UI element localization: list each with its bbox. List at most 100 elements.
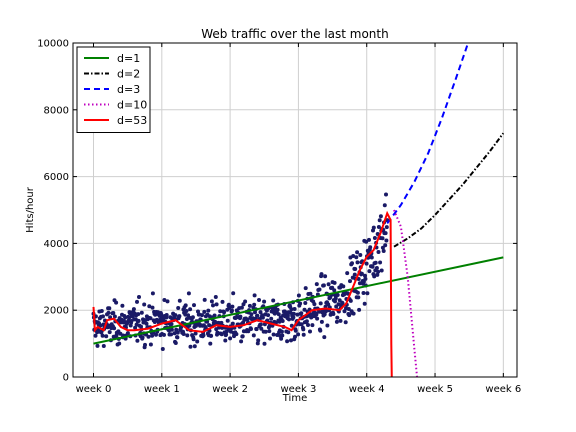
data-point: [218, 309, 223, 314]
series-line-d1: [93, 256, 504, 345]
x-axis-label: Time: [282, 393, 307, 404]
data-point: [219, 320, 224, 325]
data-point: [256, 338, 261, 343]
chart-title: Web traffic over the last month: [201, 27, 388, 41]
data-point: [137, 295, 141, 299]
data-point: [340, 301, 345, 306]
data-point: [267, 329, 272, 334]
data-point: [186, 291, 191, 296]
data-point: [107, 306, 112, 311]
x-tick-label: week 5: [417, 384, 453, 395]
data-point: [322, 335, 327, 340]
data-point: [304, 319, 309, 324]
data-point: [164, 313, 169, 317]
data-point: [301, 332, 306, 337]
data-point: [357, 307, 362, 312]
data-point: [239, 305, 244, 310]
data-point: [354, 255, 359, 260]
data-point: [279, 329, 284, 334]
data-point: [230, 304, 235, 309]
y-tick-label: 4000: [44, 239, 69, 250]
data-point: [326, 282, 331, 287]
data-point: [302, 307, 307, 312]
data-point: [135, 299, 139, 304]
data-point: [263, 329, 268, 334]
data-point: [173, 313, 178, 318]
data-point: [172, 331, 177, 336]
y-tick-label: 10000: [37, 39, 69, 50]
data-point: [135, 338, 140, 343]
data-point: [154, 332, 158, 337]
data-point: [148, 316, 153, 321]
data-point: [136, 312, 141, 317]
data-point: [303, 301, 308, 305]
data-point: [335, 315, 340, 320]
x-tick-label: week 6: [485, 384, 521, 395]
data-point: [201, 333, 206, 338]
legend-box: [76, 46, 151, 133]
x-tick-label: week 3: [281, 384, 317, 395]
data-point: [291, 311, 296, 316]
data-point: [133, 325, 138, 330]
data-point: [173, 341, 178, 345]
data-point: [342, 309, 347, 314]
data-point: [319, 319, 324, 324]
data-point: [306, 323, 310, 327]
data-point: [165, 299, 170, 304]
data-point: [285, 339, 290, 344]
data-point: [95, 330, 100, 335]
data-point: [258, 310, 263, 315]
data-point: [298, 301, 303, 306]
data-point: [353, 267, 358, 271]
legend-label: d=3: [117, 83, 140, 96]
data-point: [169, 332, 174, 337]
series-line-d3: [386, 43, 470, 224]
data-point: [383, 243, 388, 248]
data-point: [351, 311, 356, 316]
data-point: [101, 344, 106, 348]
data-point: [292, 307, 297, 311]
data-point: [276, 312, 281, 317]
data-point: [219, 332, 224, 337]
data-point: [363, 273, 367, 278]
data-point: [193, 331, 198, 336]
data-point: [99, 309, 104, 313]
data-point: [314, 282, 319, 287]
data-point: [296, 293, 301, 298]
data-point: [358, 253, 363, 257]
data-point: [148, 342, 153, 347]
data-point: [249, 327, 253, 331]
data-point: [200, 313, 204, 318]
data-point: [384, 225, 389, 230]
data-point: [150, 305, 155, 310]
data-point: [269, 316, 274, 321]
data-point: [280, 319, 285, 323]
x-axis: week 0 week 1 week 2 week 3 week 4 week 5 week…: [76, 43, 521, 395]
data-point: [303, 286, 308, 291]
data-point: [380, 236, 385, 241]
data-point: [234, 332, 239, 337]
data-point: [150, 291, 155, 296]
data-point: [144, 321, 149, 326]
y-tick-label: 6000: [44, 172, 69, 183]
data-point: [376, 225, 381, 229]
data-point: [258, 322, 263, 327]
data-point: [364, 261, 369, 266]
data-point: [136, 318, 141, 323]
data-point: [114, 300, 119, 305]
legend-label: d=2: [117, 68, 140, 81]
legend: d=1 d=2 d=3 d=10 d=53: [76, 46, 151, 133]
data-point: [379, 268, 384, 273]
data-point: [285, 313, 290, 318]
data-point: [243, 299, 248, 304]
data-point: [191, 337, 196, 342]
data-point: [355, 260, 360, 265]
data-point: [207, 323, 212, 328]
data-point: [245, 317, 250, 322]
data-point: [355, 290, 360, 295]
data-point: [150, 333, 155, 338]
data-point: [230, 308, 234, 313]
data-point: [192, 303, 196, 308]
data-point: [123, 315, 128, 320]
data-point: [363, 276, 368, 281]
